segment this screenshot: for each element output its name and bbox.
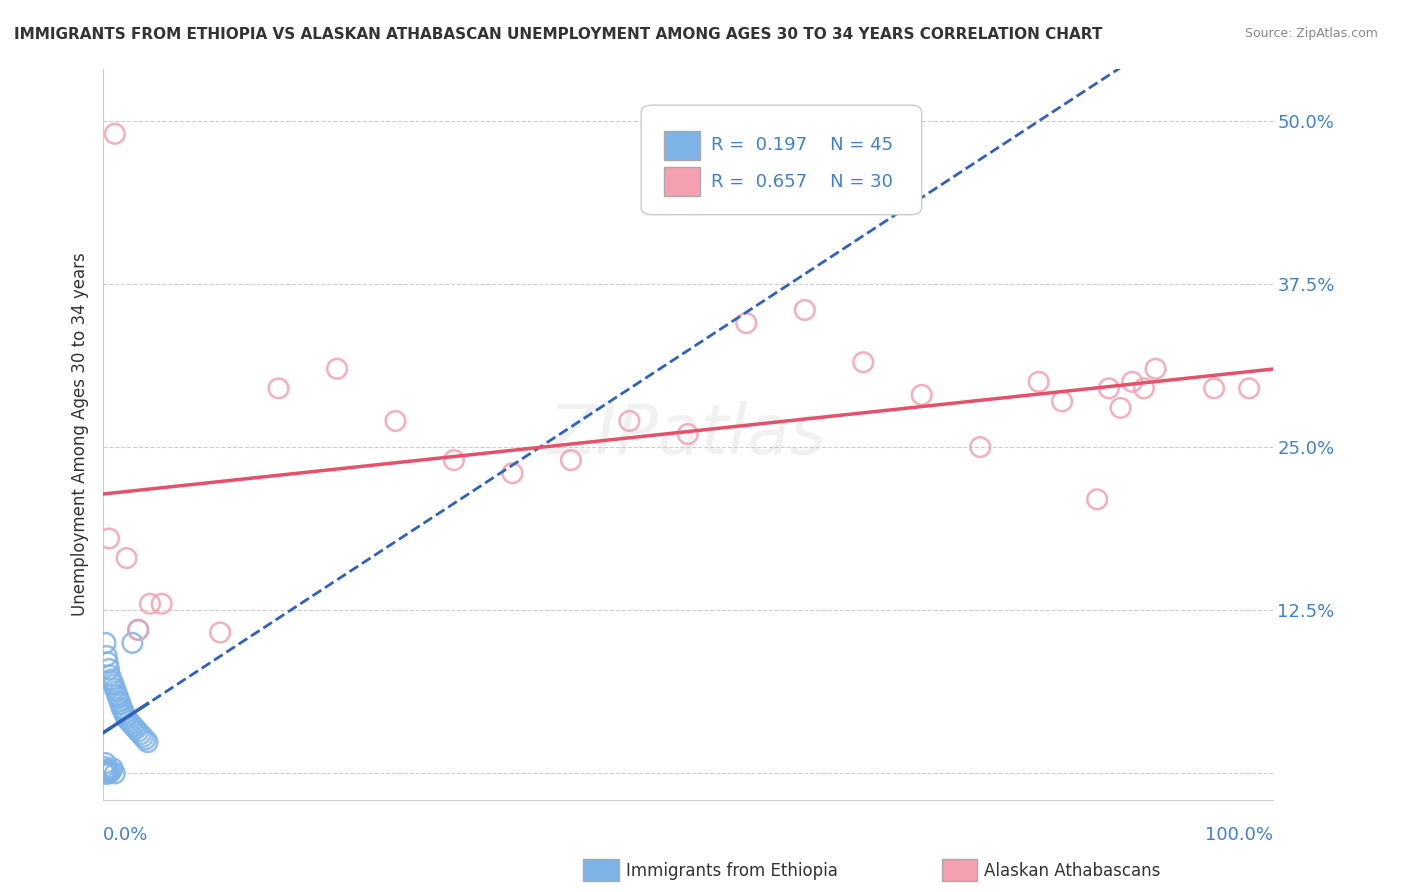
Point	[132, 730, 155, 744]
Point	[136, 735, 159, 749]
Point	[104, 766, 127, 780]
Text: R =  0.197    N = 45: R = 0.197 N = 45	[711, 136, 893, 154]
Point	[1050, 394, 1073, 409]
Text: IMMIGRANTS FROM ETHIOPIA VS ALASKAN ATHABASCAN UNEMPLOYMENT AMONG AGES 30 TO 34 : IMMIGRANTS FROM ETHIOPIA VS ALASKAN ATHA…	[14, 27, 1102, 42]
Point	[735, 316, 758, 330]
Point	[1202, 381, 1225, 395]
Point	[96, 766, 118, 780]
Point	[101, 761, 124, 775]
Point	[98, 765, 121, 780]
Point	[127, 724, 149, 739]
Point	[1237, 381, 1260, 395]
Point	[101, 675, 124, 690]
Text: 100.0%: 100.0%	[1205, 826, 1272, 844]
Point	[560, 453, 582, 467]
Point	[98, 662, 121, 676]
Point	[209, 625, 232, 640]
Point	[111, 704, 134, 718]
Text: ZIPatlas: ZIPatlas	[548, 401, 827, 467]
Point	[384, 414, 406, 428]
Point	[100, 764, 122, 778]
Point	[98, 668, 121, 682]
Point	[125, 722, 148, 736]
Point	[93, 760, 115, 774]
Point	[127, 623, 149, 637]
Y-axis label: Unemployment Among Ages 30 to 34 years: Unemployment Among Ages 30 to 34 years	[72, 252, 89, 615]
Point	[1133, 381, 1156, 395]
Point	[103, 678, 125, 692]
Point	[96, 648, 118, 663]
Point	[267, 381, 290, 395]
Point	[98, 532, 121, 546]
Point	[97, 766, 120, 780]
Point	[1109, 401, 1132, 415]
Point	[134, 732, 156, 747]
Point	[118, 714, 141, 729]
Point	[108, 695, 131, 709]
Point	[94, 763, 117, 777]
Point	[105, 688, 128, 702]
Bar	[665, 130, 700, 160]
Bar	[665, 167, 700, 196]
Point	[121, 636, 143, 650]
Point	[122, 719, 145, 733]
Point	[94, 766, 117, 780]
Point	[150, 597, 173, 611]
Point	[129, 727, 152, 741]
Text: 0.0%: 0.0%	[103, 826, 149, 844]
Point	[1144, 361, 1167, 376]
Point	[93, 766, 115, 780]
Point	[104, 127, 127, 141]
Point	[111, 701, 134, 715]
Point	[98, 766, 121, 780]
Point	[112, 706, 135, 721]
Point	[326, 361, 349, 376]
FancyBboxPatch shape	[641, 105, 922, 215]
Point	[1098, 381, 1121, 395]
Point	[104, 681, 127, 696]
Text: Immigrants from Ethiopia: Immigrants from Ethiopia	[626, 862, 838, 880]
Point	[676, 427, 699, 442]
Point	[120, 716, 142, 731]
Point	[501, 466, 523, 480]
Point	[97, 765, 120, 780]
Point	[94, 756, 117, 770]
Point	[107, 690, 129, 705]
Point	[969, 440, 991, 454]
Point	[93, 765, 115, 780]
Point	[110, 698, 132, 712]
Point	[100, 673, 122, 687]
Point	[1085, 492, 1108, 507]
Point	[97, 656, 120, 670]
Point	[793, 303, 815, 318]
Point	[1121, 375, 1143, 389]
Point	[127, 623, 149, 637]
Text: Alaskan Athabascans: Alaskan Athabascans	[984, 862, 1160, 880]
Point	[114, 709, 136, 723]
Point	[96, 764, 118, 778]
Point	[619, 414, 641, 428]
Point	[139, 597, 162, 611]
Point	[443, 453, 465, 467]
Point	[115, 551, 138, 566]
Point	[911, 388, 934, 402]
Point	[1028, 375, 1050, 389]
Text: R =  0.657    N = 30: R = 0.657 N = 30	[711, 173, 893, 191]
Point	[94, 636, 117, 650]
Point	[852, 355, 875, 369]
Text: Source: ZipAtlas.com: Source: ZipAtlas.com	[1244, 27, 1378, 40]
Point	[104, 684, 127, 698]
Point	[115, 712, 138, 726]
